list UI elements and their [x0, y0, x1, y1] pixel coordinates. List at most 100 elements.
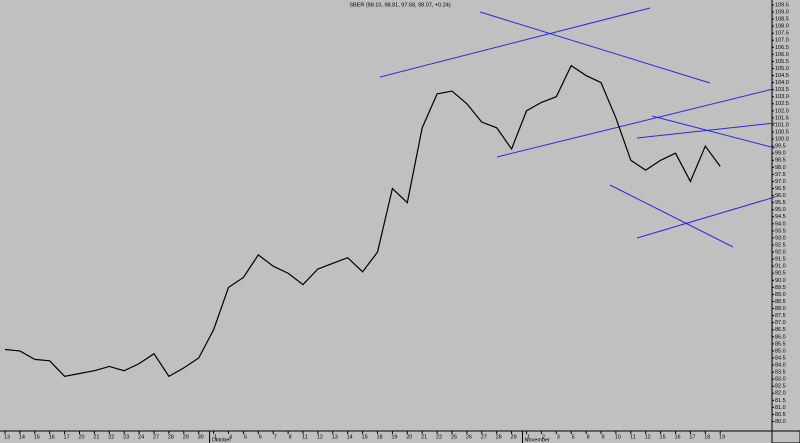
y-tick-label: 92.0: [775, 250, 786, 256]
y-tick-label: 85.0: [775, 348, 786, 354]
x-tick-label: 12: [645, 434, 651, 440]
y-tick-label: 83.0: [775, 377, 786, 383]
y-tick-label: 100.0: [775, 137, 789, 143]
x-tick-label: 29: [511, 434, 517, 440]
y-tick-label: 86.5: [775, 327, 786, 333]
x-tick-label: 20: [78, 434, 84, 440]
x-tick-label: 14: [347, 434, 353, 440]
y-tick-label: 98.5: [775, 158, 786, 164]
x-tick-label: 1: [214, 434, 217, 440]
trend-line: [636, 196, 776, 239]
y-tick-label: 91.5: [775, 257, 786, 263]
y-tick-label: 106.0: [775, 52, 789, 58]
trend-line: [496, 88, 774, 158]
month-label: Oktober: [212, 437, 232, 443]
x-tick-label: 27: [481, 434, 487, 440]
x-tick-label: 10: [615, 434, 621, 440]
y-tick-label: 93.5: [775, 228, 786, 234]
x-tick-label: 22: [436, 434, 442, 440]
y-tick-label: 81.5: [775, 398, 786, 404]
y-tick-label: 104.5: [775, 73, 789, 79]
y-tick-label: 87.0: [775, 320, 786, 326]
x-tick-label: 9: [601, 434, 604, 440]
y-tick-label: 95.0: [775, 207, 786, 213]
trend-line: [609, 184, 734, 248]
x-tick-label: 25: [451, 434, 457, 440]
x-tick-label: 23: [123, 434, 129, 440]
y-tick-label: 105.0: [775, 66, 789, 72]
y-tick-label: 88.0: [775, 306, 786, 312]
y-tick-label: 101.5: [775, 115, 789, 121]
x-tick-label: 16: [49, 434, 55, 440]
trend-line: [479, 11, 711, 84]
y-tick-label: 103.5: [775, 87, 789, 93]
y-tick-label: 108.0: [775, 24, 789, 30]
x-tick-label: 19: [719, 434, 725, 440]
x-tick-label: 27: [153, 434, 159, 440]
trend-line: [636, 122, 776, 139]
x-tick-label: 14: [19, 434, 25, 440]
y-tick-label: 102.0: [775, 108, 789, 114]
y-tick-label: 104.0: [775, 80, 789, 86]
x-tick-label: 22: [108, 434, 114, 440]
y-tick-label: 91.0: [775, 264, 786, 270]
y-tick-label: 86.0: [775, 334, 786, 340]
x-tick-label: 8: [587, 434, 590, 440]
x-tick-label: 21: [421, 434, 427, 440]
x-tick-label: 15: [34, 434, 40, 440]
y-tick-label: 94.5: [775, 214, 786, 220]
y-tick-label: 93.0: [775, 235, 786, 241]
y-tick-label: 107.0: [775, 38, 789, 44]
y-tick-label: 101.0: [775, 122, 789, 128]
x-tick-label: 18: [376, 434, 382, 440]
y-tick-label: 88.5: [775, 299, 786, 305]
x-tick-label: 7: [274, 434, 277, 440]
y-tick-label: 87.5: [775, 313, 786, 319]
y-tick-label: 80.5: [775, 412, 786, 418]
trend-line: [651, 115, 776, 149]
y-tick-label: 99.0: [775, 151, 786, 157]
x-tick-label: 12: [317, 434, 323, 440]
y-tick-label: 96.0: [775, 193, 786, 199]
x-tick-label: 13: [4, 434, 10, 440]
y-tick-label: 99.5: [775, 144, 786, 150]
x-tick-label: 30: [198, 434, 204, 440]
y-tick-label: 98.0: [775, 165, 786, 171]
y-tick-label: 82.0: [775, 391, 786, 397]
y-tick-label: 84.5: [775, 355, 786, 361]
y-tick-label: 84.0: [775, 362, 786, 368]
y-tick-label: 90.5: [775, 271, 786, 277]
x-tick-label: 15: [660, 434, 666, 440]
y-tick-label: 106.5: [775, 45, 789, 51]
x-tick-label: 21: [93, 434, 99, 440]
x-tick-label: 24: [138, 434, 144, 440]
x-tick-label: 19: [391, 434, 397, 440]
month-label: November: [525, 437, 551, 443]
x-tick-label: 20: [406, 434, 412, 440]
y-tick-label: 89.0: [775, 292, 786, 298]
y-tick-label: 109.5: [775, 2, 789, 8]
trend-lines: [379, 7, 776, 248]
x-tick-label: 16: [674, 434, 680, 440]
x-tick-label: 2: [542, 434, 545, 440]
y-tick-label: 100.5: [775, 129, 789, 135]
y-tick-label: 109.0: [775, 9, 789, 15]
x-tick-label: 1: [527, 434, 530, 440]
y-tick-label: 96.5: [775, 186, 786, 192]
y-tick-label: 83.5: [775, 370, 786, 376]
y-tick-label: 97.0: [775, 179, 786, 185]
y-tick-label: 94.0: [775, 221, 786, 227]
x-tick-label: 18: [704, 434, 710, 440]
y-tick-label: 105.5: [775, 59, 789, 65]
y-tick-label: 97.5: [775, 172, 786, 178]
y-tick-label: 95.5: [775, 200, 786, 206]
y-tick-label: 85.5: [775, 341, 786, 347]
y-tick-label: 89.5: [775, 285, 786, 291]
x-tick-label: 15: [362, 434, 368, 440]
x-tick-label: 28: [168, 434, 174, 440]
x-tick-label: 11: [630, 434, 636, 440]
y-tick-label: 108.5: [775, 17, 789, 23]
x-tick-label: 11: [302, 434, 308, 440]
y-tick-label: 103.0: [775, 94, 789, 100]
x-tick-label: 26: [466, 434, 472, 440]
